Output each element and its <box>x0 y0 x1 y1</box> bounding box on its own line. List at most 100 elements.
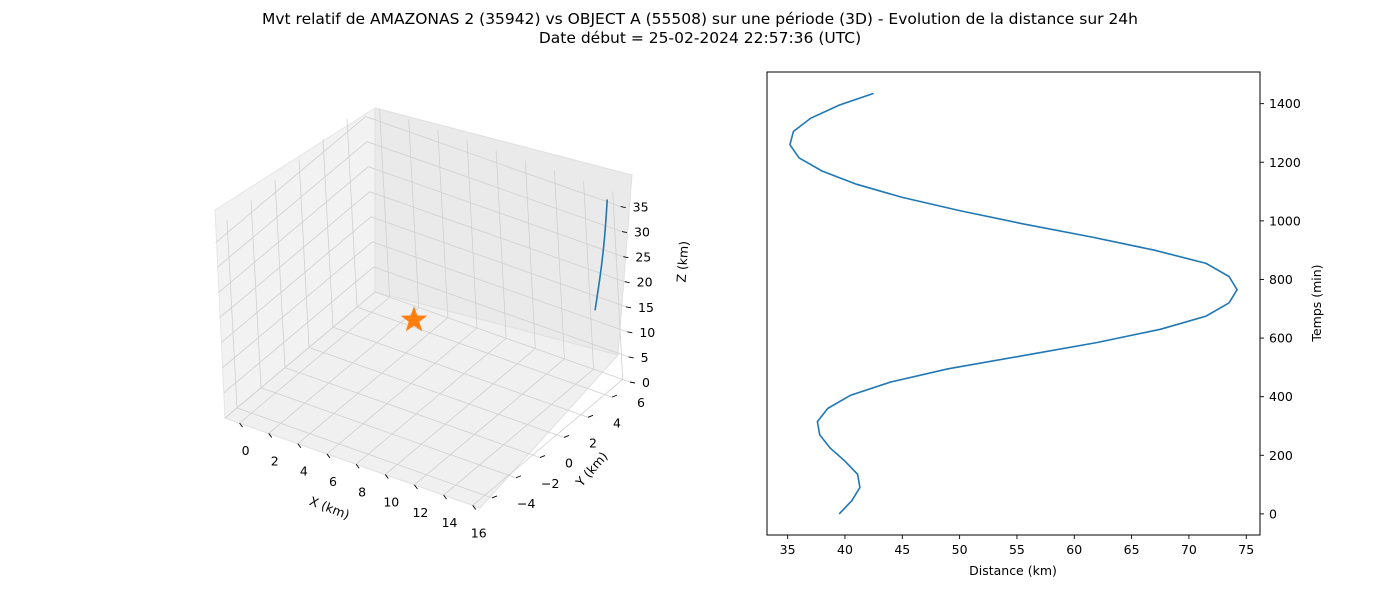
distance-tick-label: 65 <box>1124 542 1140 557</box>
y-tick-mark <box>515 475 522 479</box>
y-tick-label: 6 <box>637 395 645 410</box>
z-tick-mark <box>627 331 633 334</box>
x-gridline-back <box>437 129 449 318</box>
time-axis-label: Temps (min) <box>1309 264 1324 342</box>
z-tick-label: 25 <box>635 250 651 265</box>
title-line-2: Date début = 25-02-2024 22:57:36 (UTC) <box>538 29 862 47</box>
3d-ticks: 0 2 4 6 8 10 12 14 16 −4 −2 0 2 4 6 0 5 10 15 20 25 30 35 <box>239 200 655 540</box>
distance-tick-label: 75 <box>1238 542 1254 557</box>
z-tick-label: 0 <box>642 375 650 390</box>
z-tick-mark <box>623 256 629 259</box>
x-gridline-back <box>524 160 536 349</box>
y-axis-label: Y (km) <box>572 449 611 490</box>
x-tick-label: 10 <box>383 495 399 510</box>
distance-tick-label: 45 <box>894 542 910 557</box>
y-tick-mark <box>491 495 498 499</box>
z-tick-mark <box>625 306 632 309</box>
x-tick-label: 6 <box>329 474 337 489</box>
y-tick-label: 2 <box>589 435 597 450</box>
3d-trajectory-plot: 0 2 4 6 8 10 12 14 16 −4 −2 0 2 4 6 0 5 10 15 20 25 30 35 X (k… <box>214 107 692 540</box>
x-gridline-floor <box>472 379 623 506</box>
z-gridline-left <box>220 216 372 344</box>
y-tick-mark <box>539 455 546 459</box>
distance-tick-label: 60 <box>1066 542 1082 557</box>
z-gridline-left <box>218 166 369 293</box>
time-tick-label: 200 <box>1269 448 1293 463</box>
y-gridline-floor <box>284 367 541 458</box>
y-gridline-left <box>298 159 310 348</box>
z-tick-mark <box>620 206 626 208</box>
x-gridline-floor <box>239 296 390 424</box>
z-gridline-left <box>222 241 373 369</box>
time-tick-label: 800 <box>1269 272 1293 287</box>
y-gridline-left <box>274 179 286 368</box>
z-gridline-left <box>223 266 374 394</box>
y-gridline-floor <box>332 326 589 418</box>
y-tick-label: −2 <box>541 476 559 491</box>
z-gridline-back <box>374 291 631 383</box>
x-tick-mark <box>326 453 331 459</box>
plot-frame <box>766 71 1261 536</box>
relative-trajectory-line <box>594 199 609 311</box>
y-gridline-floor <box>236 407 493 499</box>
time-tick-label: 1200 <box>1269 155 1301 170</box>
x-axis-label: X (km) <box>307 493 351 522</box>
x-gridline-floor <box>268 307 419 434</box>
y-gridline-left <box>250 199 262 388</box>
figure-title: Mvt relatif de AMAZONAS 2 (35942) vs OBJ… <box>0 10 1400 48</box>
x-gridline-floor <box>355 337 507 465</box>
distance-tick-label: 35 <box>780 542 796 557</box>
y-tick-mark <box>563 435 570 438</box>
x-tick-label: 12 <box>412 505 428 520</box>
z-gridline-left <box>219 191 370 319</box>
z-gridline-left <box>216 141 368 268</box>
y-gridline-floor <box>260 387 517 479</box>
z-axis-label: Z (km) <box>674 240 692 283</box>
x-tick-label: 0 <box>242 443 250 458</box>
z-tick-label: 15 <box>638 300 654 315</box>
y-gridline-left <box>322 139 334 328</box>
title-line-1: Mvt relatif de AMAZONAS 2 (35942) vs OBJ… <box>262 10 1138 28</box>
z-tick-label: 5 <box>641 350 649 365</box>
x-gridline-back <box>379 109 390 298</box>
z-tick-mark <box>624 281 630 284</box>
x-tick-mark <box>297 443 302 448</box>
time-tick-label: 400 <box>1269 389 1293 404</box>
time-tick-label: 1000 <box>1269 213 1301 228</box>
z-gridline-left <box>215 116 366 243</box>
z-tick-mark <box>628 356 634 359</box>
x-tick-label: 2 <box>271 453 279 468</box>
z-gridline-left <box>224 291 376 419</box>
distance-tick-label: 40 <box>837 542 853 557</box>
x-gridline-floor <box>297 317 449 445</box>
y-gridline-floor <box>356 306 613 398</box>
y-gridline-left <box>226 219 238 408</box>
x-tick-mark <box>414 484 418 490</box>
x-tick-mark <box>355 464 360 469</box>
z-tick-label: 20 <box>637 275 653 290</box>
distance-tick-label: 55 <box>1009 542 1025 557</box>
y-tick-label: 4 <box>613 415 621 430</box>
x-tick-label: 8 <box>358 484 366 499</box>
z-gridline-back <box>370 216 627 308</box>
distance-tick-label: 50 <box>952 542 968 557</box>
x-tick-mark <box>443 494 447 500</box>
z-gridline-back <box>366 141 623 232</box>
time-tick-label: 1400 <box>1269 96 1301 111</box>
x-gridline-back <box>554 170 565 359</box>
x-tick-label: 14 <box>442 515 458 530</box>
distance-axis-label: Distance (km) <box>969 563 1057 578</box>
y-tick-label: 0 <box>565 456 573 471</box>
z-gridline-back <box>365 116 621 207</box>
z-gridline-back <box>369 191 625 283</box>
distance-tick-label: 70 <box>1181 542 1197 557</box>
3d-gridlines <box>215 109 631 506</box>
distance-time-plot: 35 40 45 50 55 60 65 70 75 0 200 400 600 800 1000 1200 1… <box>766 71 1324 578</box>
y-gridline-left <box>346 119 358 308</box>
2d-ticks: 35 40 45 50 55 60 65 70 75 0 200 400 600 800 1000 1200 1… <box>780 96 1301 557</box>
z-gridline-back <box>372 241 628 333</box>
z-gridline-back <box>368 166 624 258</box>
x-gridline-back <box>495 150 507 339</box>
x-tick-mark <box>239 422 243 428</box>
